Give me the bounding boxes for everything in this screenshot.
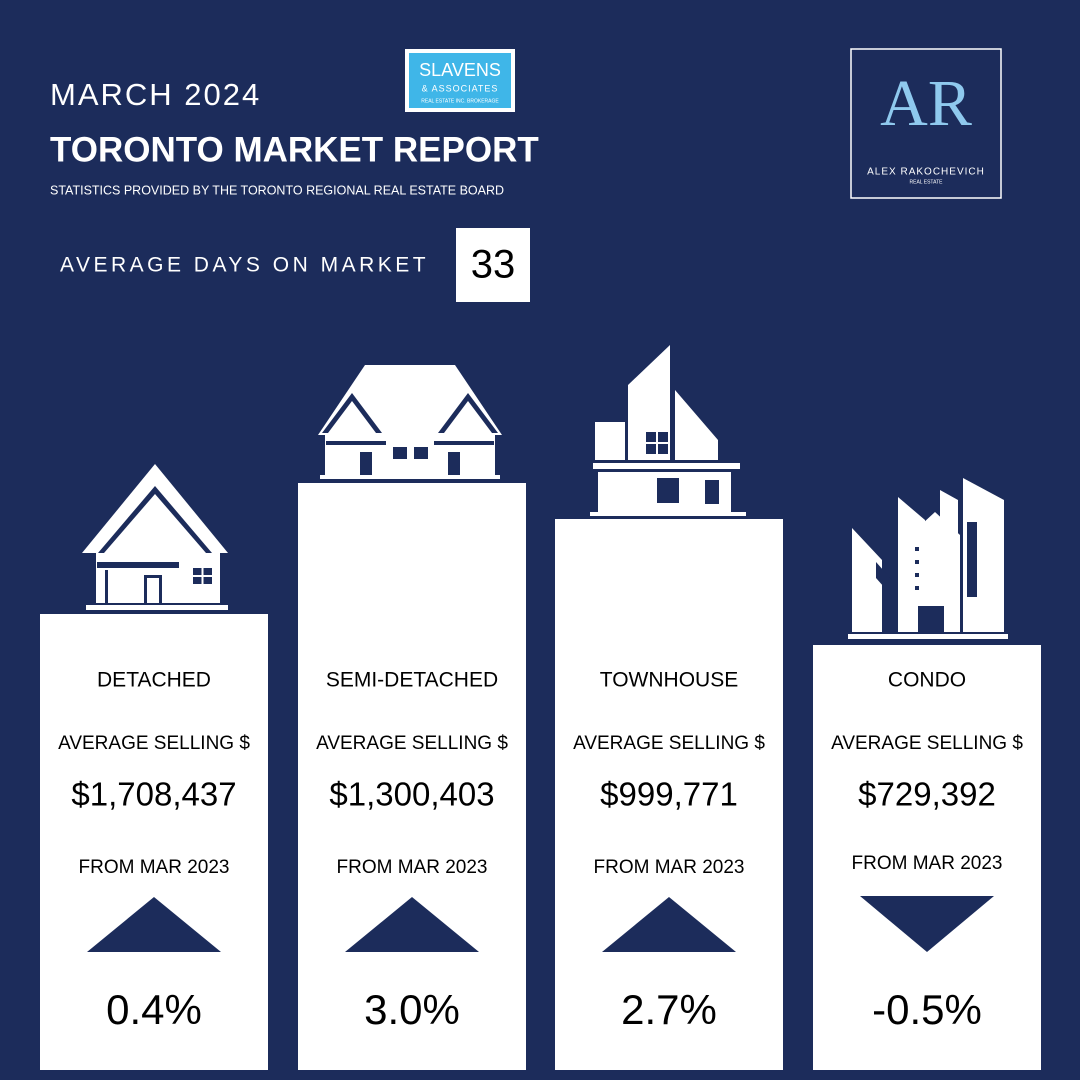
card: SEMI-DETACHED AVERAGE SELLING $ $1,300,403…: [298, 483, 526, 1070]
change-label: FROM MAR 2023: [79, 857, 230, 878]
card-panel: [555, 519, 783, 1070]
agent-frame: [850, 48, 1002, 199]
agent-monogram: AR: [880, 67, 972, 140]
logo-fill: [409, 53, 511, 108]
arrow-down: [860, 896, 994, 952]
card-panel: [298, 483, 526, 1070]
card-type: CONDO: [888, 669, 966, 692]
change-label: FROM MAR 2023: [594, 857, 745, 878]
card: TOWNHOUSE AVERAGE SELLING $ $999,771 FROM M…: [555, 519, 783, 1070]
change: 3.0%: [364, 986, 460, 1033]
change-label: FROM MAR 2023: [337, 857, 488, 878]
change: -0.5%: [872, 986, 982, 1033]
price: $999,771: [600, 776, 738, 813]
logo-sub: & ASSOCIATES: [422, 83, 499, 93]
price: $729,392: [858, 776, 996, 813]
change: 0.4%: [106, 986, 202, 1033]
arrow-up: [87, 897, 221, 952]
dom-value: 33: [471, 243, 516, 287]
month: MARCH 2024: [50, 77, 261, 112]
card: DETACHED AVERAGE SELLING $ $1,708,437 FROM …: [40, 614, 268, 1070]
price-label: AVERAGE SELLING $: [58, 733, 250, 754]
card: CONDO AVERAGE SELLING $ $729,392 FROM MAR 2…: [813, 645, 1041, 1070]
card-panel: [40, 614, 268, 1070]
agent-name: ALEX RAKOCHEVICH: [867, 167, 985, 178]
card-type: SEMI-DETACHED: [326, 669, 498, 692]
price-label: AVERAGE SELLING $: [831, 733, 1023, 754]
source: STATISTICS PROVIDED BY THE TORONTO REGIO…: [50, 183, 504, 197]
price: $1,708,437: [71, 776, 236, 813]
dom-box: [456, 228, 530, 302]
dom-label: AVERAGE DAYS ON MARKET: [60, 254, 429, 277]
detached-house-icon: [82, 464, 228, 610]
change-label: FROM MAR 2023: [852, 853, 1003, 874]
semi-detached-icon: [318, 365, 502, 479]
report-title: TORONTO MARKET REPORT: [50, 130, 539, 169]
agent-logo: AR ALEX RAKOCHEVICH REAL ESTATE: [850, 48, 1002, 199]
card-panel: [813, 645, 1041, 1070]
card-type: DETACHED: [97, 669, 211, 692]
logo-name: SLAVENS: [419, 60, 501, 80]
cards: DETACHED AVERAGE SELLING $ $1,708,437 FROM …: [40, 483, 1041, 1070]
arrow-up: [345, 897, 479, 952]
agent-tagline: REAL ESTATE: [910, 179, 944, 185]
townhouse-icon: [590, 345, 746, 516]
arrow-up: [602, 897, 736, 952]
change: 2.7%: [621, 986, 717, 1033]
price-label: AVERAGE SELLING $: [573, 733, 765, 754]
card-type: TOWNHOUSE: [600, 669, 738, 692]
price: $1,300,403: [329, 776, 494, 813]
logo-tagline: REAL ESTATE INC. BROKERAGE: [421, 98, 499, 104]
condo-icon: [848, 478, 1008, 639]
price-label: AVERAGE SELLING $: [316, 733, 508, 754]
brokerage-logo: SLAVENS & ASSOCIATES REAL ESTATE INC. BR…: [405, 49, 515, 112]
